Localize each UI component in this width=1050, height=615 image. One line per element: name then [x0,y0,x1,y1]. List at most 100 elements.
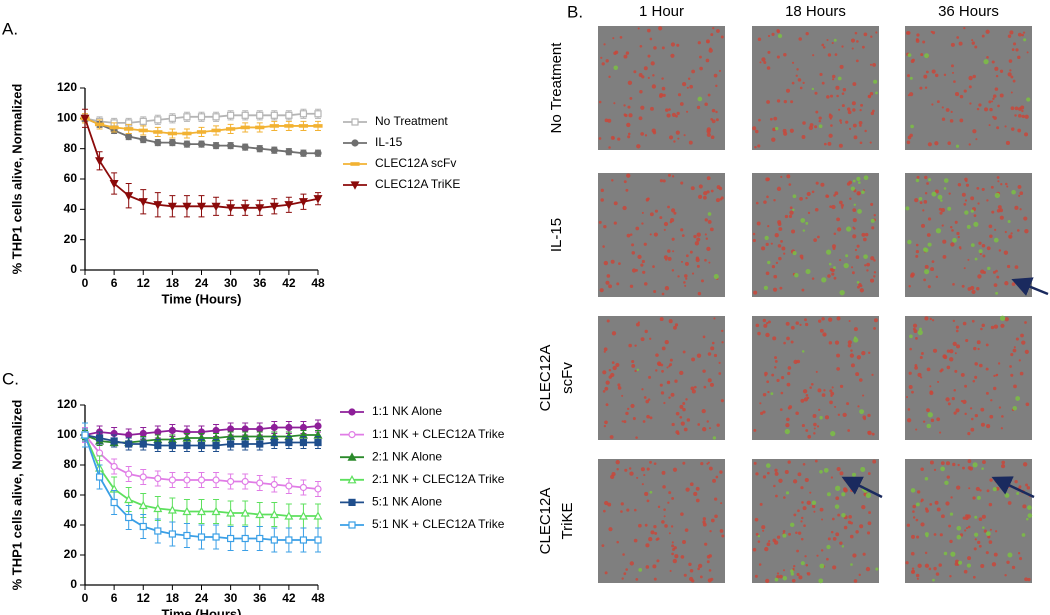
cell-dot [971,319,975,323]
cell-dot [771,32,775,36]
cell-dot [802,506,807,511]
cell-dot [605,403,609,407]
cell-dot [706,190,710,194]
cell-dot [927,412,933,418]
cell-dot [776,55,780,59]
data-point [168,114,176,122]
cell-dot [809,491,812,494]
cell-dot [811,500,817,506]
cell-dot [689,84,693,89]
data-point [167,505,177,514]
cell-dot [949,512,954,516]
x-tick-label: 36 [253,591,267,605]
cell-dot [851,266,854,269]
cell-dot [841,45,844,48]
cell-dot [924,316,929,321]
cell-dot [680,512,684,516]
cell-dot [937,194,943,200]
cell-dot [766,321,769,325]
cell-dot [1000,183,1003,186]
cell-dot [757,534,761,538]
cell-dot [841,104,845,108]
data-point [270,536,278,544]
cell-dot [974,362,978,366]
cell-dot [715,84,718,88]
cell-dot [634,344,637,347]
cell-dot [830,530,834,534]
data-point [183,441,191,450]
data-point [196,506,207,516]
cell-dot [658,26,663,31]
cell-dot [910,272,915,277]
cell-dot [934,73,939,78]
cell-dot [1015,337,1019,341]
data-point [81,431,89,439]
cell-dot [679,370,684,376]
cell-dot [800,218,806,223]
cell-dot [931,191,937,197]
row-label: No Treatment [548,42,565,134]
cell-dot [789,522,795,528]
cell-dot [789,210,794,215]
cell-dot [757,331,761,336]
cell-dot [926,423,932,429]
data-point [314,110,322,118]
cell-dot [864,264,867,267]
cell-dot [859,124,862,127]
cell-dot [818,124,823,129]
cell-dot [1004,125,1007,128]
cell-dot [783,496,786,499]
cell-dot [672,558,677,564]
data-point [211,506,221,516]
series [80,108,323,218]
cell-dot [608,146,611,149]
cell-dot [774,468,778,472]
cell-dot [671,544,675,548]
cell-dot [833,38,837,42]
cell-dot [608,369,612,372]
cell-dot [654,209,659,213]
cell-dot [603,260,609,266]
cell-dot [907,239,912,245]
cell-dot [623,113,627,117]
cell-dot [872,109,875,113]
cell-dot [987,266,991,271]
cell-dot [919,86,923,90]
cell-dot [604,420,608,425]
cell-dot [805,394,809,397]
data-point [285,438,293,447]
data-point [124,494,134,504]
cell-dot [671,496,675,500]
series [80,113,323,139]
cell-dot [707,378,712,383]
cell-dot [959,118,964,123]
cell-dot [778,256,782,261]
cell-dot [846,402,850,406]
cell-dot [978,249,983,254]
cell-dot [683,427,688,432]
cell-dot [943,178,949,183]
cell-dot [840,203,844,208]
data-point [168,426,176,435]
cell-dot [671,552,674,556]
cell-dot [862,394,865,397]
cell-dot [826,195,830,198]
cell-dot [926,233,931,237]
cell-dot [954,352,957,355]
cell-dot [941,224,944,227]
cell-dot [1004,230,1007,234]
cell-dot [875,31,878,34]
cell-dot [1009,365,1012,368]
cell-dot [924,86,928,89]
cell-dot [986,489,990,493]
cell-dot [605,280,610,285]
cell-dot [656,559,660,563]
cell-dot [985,367,989,371]
cell-dot [607,118,612,123]
cell-dot [629,284,634,289]
cell-dot [661,470,666,475]
cell-dot [858,121,863,125]
cell-dot [709,427,712,430]
cell-dot [644,134,648,137]
cell-dot [706,176,711,181]
